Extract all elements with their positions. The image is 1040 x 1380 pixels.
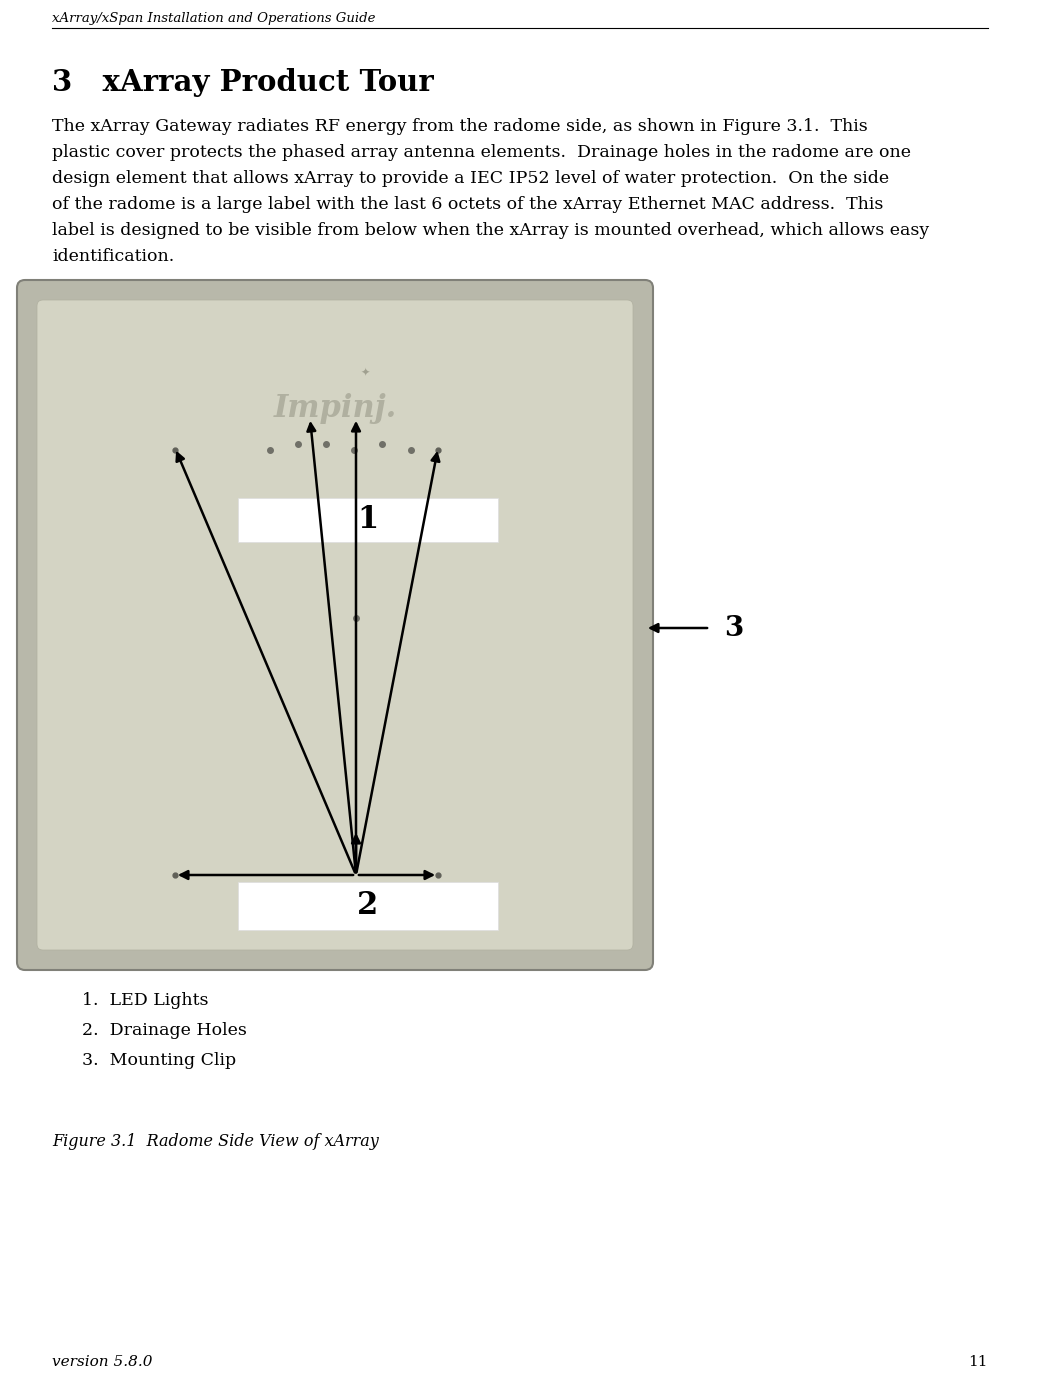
- Bar: [238, 882, 498, 930]
- Text: 3   xArray Product Tour: 3 xArray Product Tour: [52, 68, 434, 97]
- Text: Figure 3.1  Radome Side View of xArray: Figure 3.1 Radome Side View of xArray: [52, 1133, 379, 1150]
- Text: identification.: identification.: [52, 248, 175, 265]
- Bar: [238, 498, 498, 542]
- Text: ✦: ✦: [360, 368, 369, 378]
- Text: 2: 2: [358, 890, 379, 922]
- Text: version 5.8.0: version 5.8.0: [52, 1355, 153, 1369]
- Text: design element that allows xArray to provide a IEC IP52 level of water protectio: design element that allows xArray to pro…: [52, 170, 889, 188]
- Text: of the radome is a large label with the last 6 octets of the xArray Ethernet MAC: of the radome is a large label with the …: [52, 196, 883, 213]
- Text: 1.  LED Lights: 1. LED Lights: [82, 992, 208, 1009]
- Text: Impinj.: Impinj.: [274, 392, 396, 424]
- Text: The xArray Gateway radiates RF energy from the radome side, as shown in Figure 3: The xArray Gateway radiates RF energy fr…: [52, 119, 867, 135]
- Text: label is designed to be visible from below when the xArray is mounted overhead, : label is designed to be visible from bel…: [52, 222, 930, 239]
- FancyBboxPatch shape: [37, 299, 633, 949]
- Text: plastic cover protects the phased array antenna elements.  Drainage holes in the: plastic cover protects the phased array …: [52, 144, 911, 161]
- Text: 2.  Drainage Holes: 2. Drainage Holes: [82, 1023, 246, 1039]
- Text: 11: 11: [968, 1355, 988, 1369]
- Text: xArray/xSpan Installation and Operations Guide: xArray/xSpan Installation and Operations…: [52, 12, 375, 25]
- Text: 3.  Mounting Clip: 3. Mounting Clip: [82, 1052, 236, 1070]
- Text: 3: 3: [724, 614, 744, 642]
- Text: 1: 1: [358, 505, 379, 535]
- FancyBboxPatch shape: [17, 280, 653, 970]
